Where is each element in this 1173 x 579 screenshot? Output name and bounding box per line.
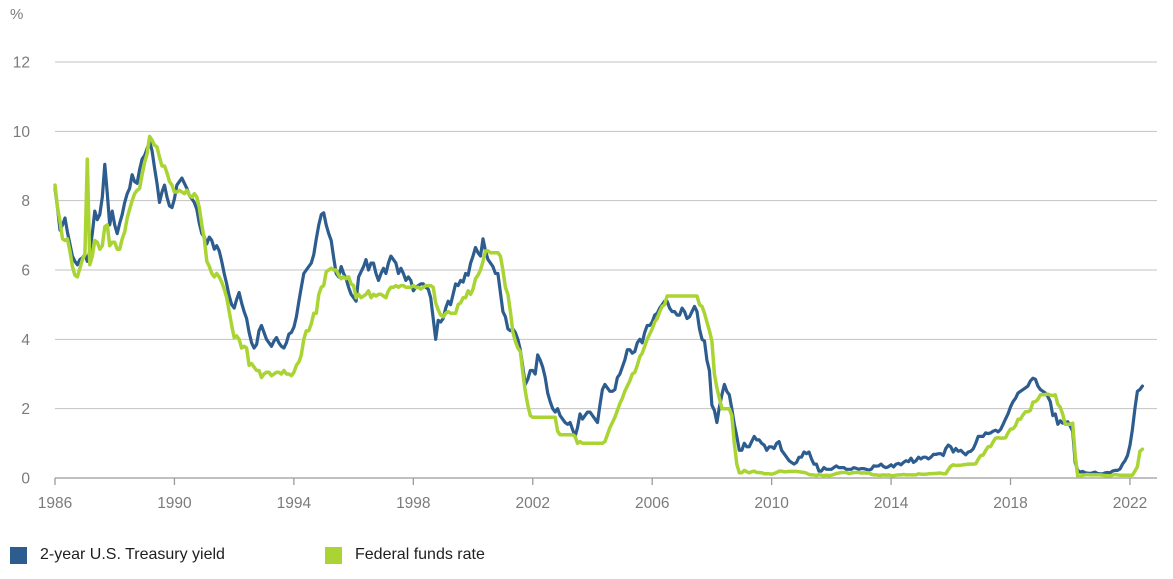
x-tick-label-2018: 2018 — [993, 495, 1027, 512]
x-tick-label-1986: 1986 — [38, 495, 72, 512]
x-tick-label-2022: 2022 — [1113, 495, 1147, 512]
legend-item-treasury-yield: 2-year U.S. Treasury yield — [10, 546, 225, 564]
x-tick-label-2014: 2014 — [874, 495, 909, 512]
x-tick-label-1994: 1994 — [277, 495, 312, 512]
y-tick-label-2: 2 — [21, 401, 30, 418]
x-tick-label-2006: 2006 — [635, 495, 669, 512]
treasury-yield-swatch — [10, 546, 27, 564]
y-axis-unit-label: % — [10, 6, 24, 23]
x-tick-label-2002: 2002 — [516, 495, 550, 512]
x-tick-label-1990: 1990 — [157, 495, 192, 512]
x-tick-label-1998: 1998 — [396, 495, 430, 512]
y-tick-label-0: 0 — [21, 471, 30, 488]
y-tick-label-8: 8 — [21, 193, 30, 210]
y-tick-label-10: 10 — [13, 124, 31, 141]
federal-funds-rate-legend-label: Federal funds rate — [355, 546, 485, 563]
plot-area: 0 2 4 6 8 10 12 1986 1990 1994 1998 2002 2006 2010 201… — [13, 55, 1157, 512]
legend-item-federal-funds-rate: Federal funds rate — [325, 546, 485, 564]
federal-funds-rate-swatch — [325, 546, 342, 564]
series-line-treasury-yield — [53, 140, 1145, 476]
y-tick-label-4: 4 — [21, 332, 30, 349]
y-tick-label-12: 12 — [13, 55, 30, 72]
treasury-yield-legend-label: 2-year U.S. Treasury yield — [40, 546, 225, 563]
y-tick-label-6: 6 — [21, 263, 30, 280]
x-tick-label-2010: 2010 — [754, 495, 789, 512]
series-line-federal-funds-rate — [53, 134, 1145, 479]
